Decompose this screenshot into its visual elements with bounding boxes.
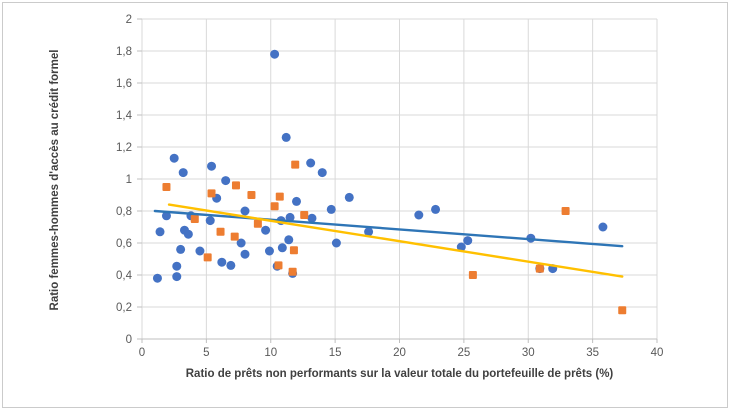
- data-point-serie-bleue: [240, 249, 250, 259]
- data-point-serie-bleue: [161, 211, 171, 221]
- y-tick-label: 1: [126, 174, 132, 186]
- y-axis-title: Ratio femmes-hommes d'accès au crédit fo…: [49, 49, 61, 311]
- data-point-serie-orange: [253, 219, 262, 228]
- data-point-serie-bleue: [195, 246, 205, 256]
- data-point-serie-orange: [618, 306, 627, 315]
- y-tick-label: 1,8: [116, 46, 132, 58]
- data-point-serie-bleue: [207, 161, 217, 171]
- y-tick-label: 2: [126, 14, 132, 26]
- data-point-serie-orange: [203, 253, 212, 262]
- data-point-serie-bleue: [264, 246, 274, 256]
- y-tick-label: 1,2: [116, 142, 132, 154]
- x-tick-label: 0: [139, 347, 145, 359]
- data-point-serie-bleue: [205, 216, 215, 226]
- x-axis-title: Ratio de prêts non performants sur la va…: [185, 368, 614, 380]
- data-point-serie-bleue: [226, 260, 236, 270]
- data-point-serie-bleue: [456, 242, 466, 252]
- data-point-serie-bleue: [414, 210, 424, 220]
- data-point-serie-bleue: [292, 196, 301, 206]
- x-tick-label: 25: [457, 347, 470, 359]
- data-point-serie-bleue: [317, 168, 327, 178]
- y-tick-label: 0,4: [116, 270, 133, 282]
- trendline-tendance-jaune: [167, 203, 624, 278]
- data-point-serie-orange: [231, 181, 240, 190]
- data-point-serie-orange: [207, 189, 216, 198]
- data-point-serie-bleue: [240, 206, 250, 216]
- data-point-serie-orange: [247, 191, 256, 199]
- x-tick-label: 30: [522, 347, 535, 359]
- y-tick-label: 0,2: [116, 302, 132, 314]
- data-point-serie-orange: [216, 227, 225, 236]
- data-point-serie-bleue: [221, 176, 231, 186]
- data-point-serie-bleue: [270, 49, 280, 59]
- data-point-serie-bleue: [463, 236, 473, 246]
- data-point-serie-bleue: [172, 261, 182, 271]
- data-point-serie-bleue: [364, 227, 374, 237]
- y-tick-label: 0: [126, 334, 132, 346]
- y-tick-label: 0,6: [116, 238, 132, 250]
- data-point-serie-bleue: [169, 153, 179, 163]
- x-tick-label: 5: [203, 347, 209, 359]
- data-point-serie-bleue: [152, 273, 162, 283]
- data-point-serie-bleue: [277, 243, 287, 253]
- data-point-serie-orange: [270, 202, 279, 211]
- y-tick-label: 1,6: [116, 78, 132, 90]
- data-point-serie-orange: [275, 192, 284, 201]
- x-tick-label: 10: [264, 347, 277, 359]
- data-point-serie-orange: [291, 160, 300, 169]
- data-point-serie-bleue: [155, 227, 165, 237]
- x-tick-label: 35: [586, 347, 599, 359]
- data-point-serie-orange: [535, 264, 544, 273]
- data-point-serie-bleue: [344, 192, 354, 202]
- x-tick-label: 15: [329, 347, 342, 359]
- data-point-serie-bleue: [326, 204, 336, 214]
- data-point-serie-orange: [162, 183, 171, 191]
- data-point-serie-bleue: [236, 238, 246, 248]
- data-point-serie-orange: [190, 215, 199, 223]
- data-point-serie-orange: [561, 207, 570, 215]
- y-tick-label: 0,8: [116, 206, 132, 218]
- data-point-serie-bleue: [331, 238, 341, 248]
- data-point-serie-bleue: [431, 204, 441, 214]
- data-point-serie-bleue: [281, 132, 291, 142]
- data-point-serie-bleue: [178, 168, 188, 178]
- data-point-serie-bleue: [183, 229, 193, 239]
- y-tick-label: 1,4: [116, 110, 133, 122]
- data-point-serie-bleue: [306, 158, 316, 168]
- data-point-serie-bleue: [284, 235, 294, 245]
- data-point-serie-orange: [288, 267, 297, 276]
- x-tick-label: 40: [651, 347, 664, 359]
- data-point-serie-bleue: [217, 257, 227, 267]
- data-point-serie-orange: [468, 271, 477, 279]
- data-point-serie-bleue: [598, 222, 608, 232]
- data-point-serie-bleue: [285, 212, 295, 222]
- data-point-serie-orange: [289, 246, 298, 255]
- data-point-serie-bleue: [307, 213, 317, 223]
- trendline-tendance-bleue: [153, 209, 624, 248]
- x-tick-label: 20: [393, 347, 406, 359]
- data-point-serie-orange: [300, 211, 309, 219]
- data-point-serie-orange: [274, 261, 283, 270]
- data-point-serie-bleue: [172, 272, 182, 282]
- data-point-serie-orange: [230, 232, 239, 241]
- data-point-serie-bleue: [261, 225, 271, 235]
- data-point-serie-bleue: [176, 244, 186, 254]
